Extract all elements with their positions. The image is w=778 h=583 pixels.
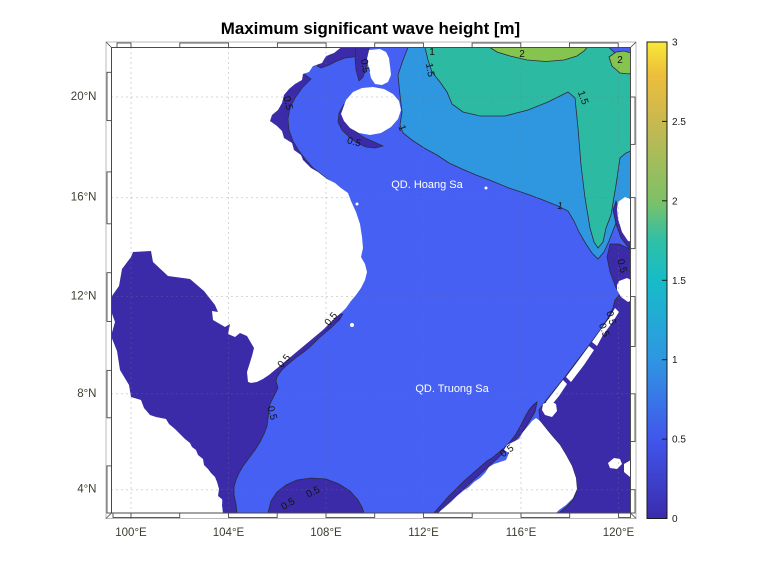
svg-text:0.5: 0.5 xyxy=(596,322,611,339)
svg-text:20°N: 20°N xyxy=(71,91,97,103)
svg-text:3: 3 xyxy=(672,38,678,49)
svg-text:112°E: 112°E xyxy=(408,527,439,539)
svg-text:0.5: 0.5 xyxy=(672,435,686,446)
svg-text:1.5: 1.5 xyxy=(423,62,436,78)
svg-text:2: 2 xyxy=(617,55,623,66)
svg-text:4°N: 4°N xyxy=(77,484,96,496)
svg-text:1: 1 xyxy=(556,201,564,213)
svg-text:16°N: 16°N xyxy=(71,192,97,204)
svg-text:0.5: 0.5 xyxy=(603,310,617,327)
svg-text:104°E: 104°E xyxy=(213,527,245,539)
svg-text:0.5: 0.5 xyxy=(264,405,278,422)
svg-text:1: 1 xyxy=(395,124,407,133)
svg-text:0.5: 0.5 xyxy=(305,484,323,500)
svg-text:0.5: 0.5 xyxy=(358,58,371,74)
svg-text:2: 2 xyxy=(519,49,525,60)
svg-text:116°E: 116°E xyxy=(506,527,537,539)
svg-text:2.5: 2.5 xyxy=(672,117,686,128)
svg-text:1: 1 xyxy=(672,355,678,366)
svg-text:Maximum significant wave heigh: Maximum significant wave height [m] xyxy=(221,19,520,38)
svg-text:1.5: 1.5 xyxy=(575,89,590,106)
svg-text:1.5: 1.5 xyxy=(672,276,686,287)
svg-text:0.5: 0.5 xyxy=(614,258,628,275)
svg-text:0: 0 xyxy=(672,514,678,525)
svg-text:0.5: 0.5 xyxy=(346,135,363,149)
svg-text:120°E: 120°E xyxy=(603,527,635,539)
svg-text:12°N: 12°N xyxy=(71,291,97,303)
svg-text:8°N: 8°N xyxy=(77,388,96,400)
svg-text:2: 2 xyxy=(672,196,678,207)
svg-text:1: 1 xyxy=(429,47,435,58)
svg-text:QD. Truong Sa: QD. Truong Sa xyxy=(415,383,489,395)
svg-text:QD. Hoang Sa: QD. Hoang Sa xyxy=(391,179,463,191)
svg-text:108°E: 108°E xyxy=(310,527,342,539)
svg-text:100°E: 100°E xyxy=(115,527,147,539)
svg-text:0.5: 0.5 xyxy=(281,95,295,111)
